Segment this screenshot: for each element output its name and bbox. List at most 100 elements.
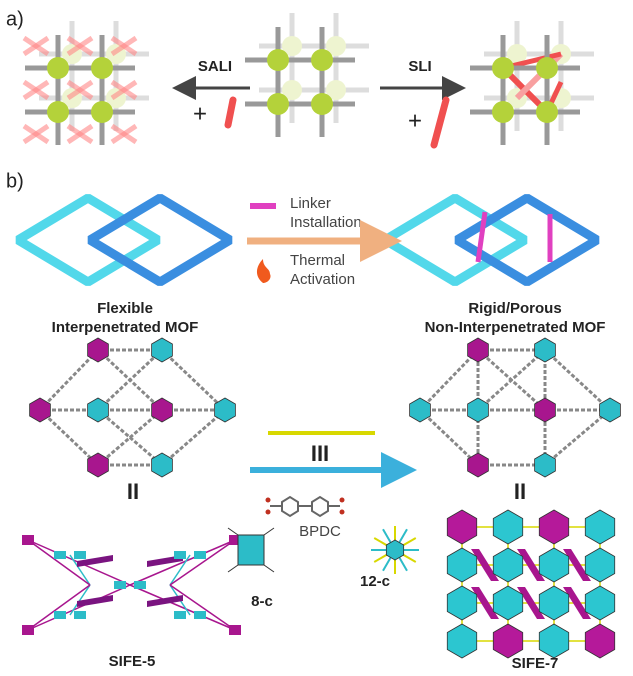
sphere [507, 44, 527, 64]
plus: + [408, 107, 422, 134]
cluster [492, 623, 524, 659]
cluster [29, 397, 51, 423]
cluster [534, 337, 556, 363]
net-name: SIFE-7 [512, 655, 559, 672]
edge [129, 539, 236, 586]
panel-label: b) [6, 170, 24, 192]
node [229, 535, 241, 545]
sphere [492, 57, 514, 79]
symbol: III [311, 441, 329, 466]
linker [22, 123, 50, 145]
sphere [47, 101, 69, 123]
cluster [584, 585, 616, 621]
sphere [47, 57, 69, 79]
sphere [492, 101, 514, 123]
node-icon [237, 534, 265, 566]
node-label: 8-c [251, 593, 273, 610]
node [174, 611, 186, 619]
node [74, 611, 86, 619]
cluster [446, 585, 478, 621]
cluster [534, 397, 556, 423]
node [229, 625, 241, 635]
arrow-label: SALI [198, 58, 232, 75]
edge [129, 584, 236, 631]
cluster [87, 337, 109, 363]
linker-chain [161, 408, 226, 467]
framework [382, 194, 528, 286]
linker-chain [543, 348, 612, 412]
flame-icon [256, 259, 271, 283]
node-arm [263, 527, 275, 536]
molecule [265, 495, 345, 518]
node [174, 551, 186, 559]
linker-chain [160, 348, 227, 412]
framework [454, 194, 600, 286]
cluster [87, 452, 109, 478]
cluster [534, 452, 556, 478]
node [22, 625, 34, 635]
bar-node [563, 587, 591, 619]
sphere [311, 93, 333, 115]
edge [27, 584, 131, 631]
cluster [467, 397, 489, 423]
node [22, 535, 34, 545]
linker [224, 96, 237, 129]
linker-chain [418, 408, 480, 467]
panel-label: a) [6, 8, 24, 30]
cluster [538, 509, 570, 545]
edge [69, 554, 91, 586]
cluster [584, 547, 616, 583]
cluster [492, 547, 524, 583]
cluster [492, 509, 524, 545]
symbol: II [514, 479, 526, 504]
node [54, 551, 66, 559]
cluster [467, 337, 489, 363]
linker [22, 79, 50, 101]
node-label: 12-c [360, 573, 390, 590]
linker-chain [97, 408, 163, 467]
linker [66, 123, 94, 145]
sphere [536, 57, 558, 79]
bar-node [563, 549, 591, 581]
linker-chain [96, 348, 164, 412]
node [54, 611, 66, 619]
cluster [87, 397, 109, 423]
sphere [282, 80, 302, 100]
symbol: II [127, 479, 139, 504]
edge [169, 539, 236, 586]
caption: Flexible [97, 300, 153, 317]
plus: + [193, 100, 207, 127]
node-arm [227, 564, 239, 573]
caption: Rigid/Porous [468, 300, 561, 317]
sphere [311, 49, 333, 71]
linker-chain [544, 408, 611, 467]
node [194, 551, 206, 559]
edge [169, 554, 191, 586]
step-text: Thermal [290, 252, 345, 269]
linker-chain [38, 408, 100, 467]
framework [15, 194, 161, 286]
bar-node [471, 549, 499, 581]
edge [27, 539, 91, 586]
cluster [492, 585, 524, 621]
node [74, 551, 86, 559]
edge [27, 584, 91, 631]
sphere [326, 36, 346, 56]
sphere [91, 57, 113, 79]
cluster [151, 452, 173, 478]
bar-node [471, 587, 499, 619]
node [114, 581, 126, 589]
sphere [326, 80, 346, 100]
bar-node [517, 549, 545, 581]
bar-node [517, 587, 545, 619]
linker [110, 123, 138, 145]
linker-chain [476, 348, 547, 412]
node-arm [263, 564, 275, 573]
bar-node [77, 555, 113, 567]
cluster [446, 509, 478, 545]
cluster [214, 397, 236, 423]
step-text: Activation [290, 271, 355, 288]
linker-chain [418, 348, 480, 412]
cluster [151, 337, 173, 363]
cluster [385, 539, 405, 561]
